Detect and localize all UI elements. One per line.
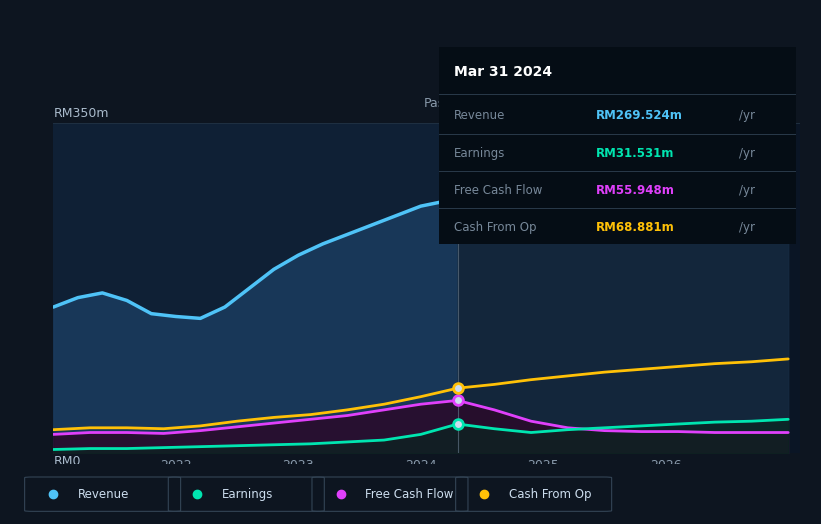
Text: RM269.524m: RM269.524m (596, 110, 683, 123)
Text: Analysts Forecasts: Analysts Forecasts (465, 97, 581, 110)
Text: Cash From Op: Cash From Op (453, 222, 536, 234)
Text: Past: Past (424, 97, 450, 110)
Text: Earnings: Earnings (222, 488, 273, 500)
Bar (53, 123, 457, 453)
Text: /yr: /yr (739, 110, 755, 123)
Text: Cash From Op: Cash From Op (509, 488, 591, 500)
Text: RM0: RM0 (53, 455, 80, 468)
Text: Mar 31 2024: Mar 31 2024 (453, 65, 552, 79)
Text: /yr: /yr (739, 147, 755, 160)
Bar (457, 123, 800, 453)
Text: Revenue: Revenue (453, 110, 505, 123)
Text: /yr: /yr (739, 222, 755, 234)
Text: Earnings: Earnings (453, 147, 505, 160)
Text: Revenue: Revenue (78, 488, 130, 500)
Text: RM55.948m: RM55.948m (596, 184, 675, 197)
Text: /yr: /yr (739, 184, 755, 197)
Text: Free Cash Flow: Free Cash Flow (453, 184, 542, 197)
Text: Free Cash Flow: Free Cash Flow (365, 488, 454, 500)
Text: RM350m: RM350m (53, 107, 109, 120)
Text: RM68.881m: RM68.881m (596, 222, 675, 234)
Text: RM31.531m: RM31.531m (596, 147, 675, 160)
